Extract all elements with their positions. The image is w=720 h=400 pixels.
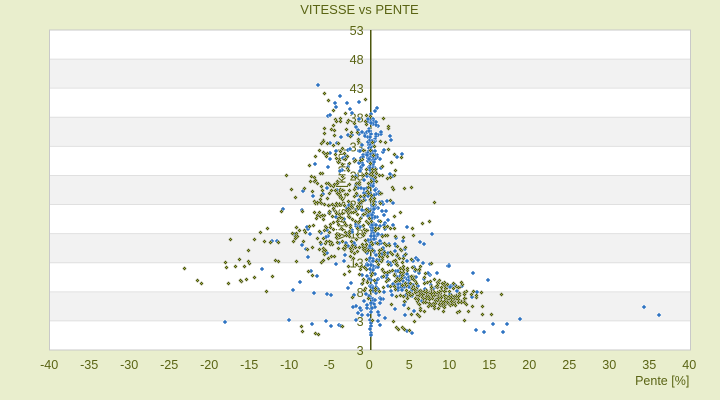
svg-text:5: 5 — [406, 358, 413, 372]
svg-text:35: 35 — [642, 358, 656, 372]
svg-text:3: 3 — [357, 344, 364, 358]
svg-text:25: 25 — [562, 358, 576, 372]
svg-text:30: 30 — [602, 358, 616, 372]
svg-text:-5: -5 — [324, 358, 335, 372]
svg-text:VITESSE vs PENTE: VITESSE vs PENTE — [300, 2, 419, 17]
svg-text:3: 3 — [357, 315, 364, 329]
svg-text:43: 43 — [350, 82, 364, 96]
svg-text:-30: -30 — [120, 358, 138, 372]
svg-text:40: 40 — [682, 358, 696, 372]
svg-text:-25: -25 — [160, 358, 178, 372]
svg-text:-15: -15 — [240, 358, 258, 372]
svg-text:15: 15 — [482, 358, 496, 372]
svg-text:-20: -20 — [200, 358, 218, 372]
svg-text:Pente [%]: Pente [%] — [635, 374, 689, 388]
svg-text:-10: -10 — [280, 358, 298, 372]
svg-text:8: 8 — [357, 286, 364, 300]
svg-text:53: 53 — [350, 24, 364, 38]
svg-text:0: 0 — [366, 358, 373, 372]
svg-text:20: 20 — [522, 358, 536, 372]
svg-text:48: 48 — [350, 53, 364, 67]
svg-text:10: 10 — [442, 358, 456, 372]
svg-text:-35: -35 — [80, 358, 98, 372]
svg-text:-40: -40 — [40, 358, 58, 372]
